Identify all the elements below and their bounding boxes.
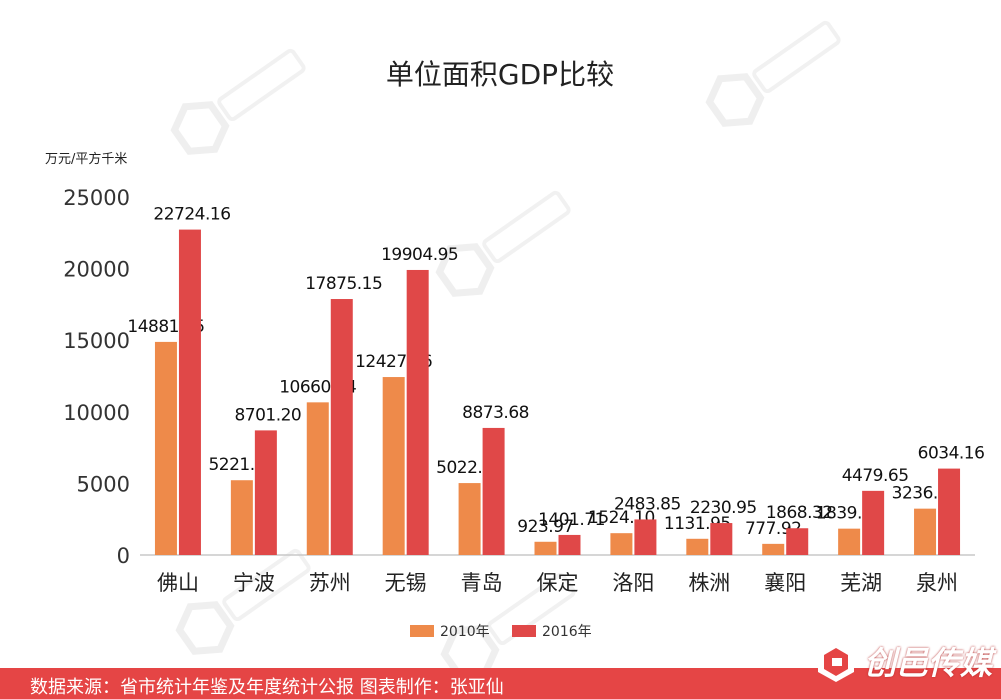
x-tick-label: 宁波 (233, 571, 275, 595)
y-tick-label: 20000 (63, 258, 130, 282)
bar-2016 (330, 299, 353, 555)
x-tick-label: 青岛 (461, 571, 503, 595)
y-axis-unit-label: 万元/平方千米 (45, 151, 127, 167)
data-label-2010: 923.97 (517, 517, 573, 537)
legend-swatch-2016 (512, 625, 536, 637)
bar-2016 (178, 229, 201, 555)
watermark-logo (435, 190, 571, 297)
bar-2010 (230, 480, 253, 555)
bar-2016 (406, 269, 429, 555)
bar-2016 (254, 430, 277, 555)
bar-2010 (154, 341, 177, 555)
bar-2010 (458, 483, 481, 555)
footer-source-text: 数据来源：省市统计年鉴及年度统计公报 图表制作：张亚仙 (30, 677, 504, 698)
bar-2016 (786, 528, 809, 555)
data-label-2016: 1868.32 (766, 503, 833, 523)
x-tick-label: 保定 (537, 571, 579, 595)
data-label-2016: 2483.85 (614, 494, 681, 514)
data-label-2016: 22724.16 (153, 205, 230, 225)
bar-2010 (686, 538, 709, 555)
x-tick-label: 襄阳 (764, 571, 806, 595)
x-tick-label: 佛山 (157, 571, 199, 595)
bar-2016 (710, 523, 733, 555)
x-tick-label: 无锡 (385, 571, 427, 595)
bar-2010 (306, 402, 329, 555)
x-tick-label: 芜湖 (840, 571, 882, 595)
watermark-logo (705, 20, 841, 127)
y-tick-label: 25000 (63, 186, 130, 210)
data-label-2016: 1401.71 (538, 510, 605, 530)
legend-swatch-2010 (410, 625, 434, 637)
y-tick-label: 0 (117, 544, 130, 568)
watermark-logo-shape (217, 48, 306, 122)
x-tick-label: 洛阳 (612, 571, 654, 595)
data-label-2016: 2230.95 (690, 498, 757, 518)
bar-2016 (558, 534, 581, 555)
bar-2010 (382, 377, 405, 555)
brand-logo-icon (818, 642, 854, 682)
bar-2016 (634, 519, 657, 555)
data-label-2016: 8701.20 (234, 405, 301, 425)
watermark-logo-shape (705, 73, 765, 127)
x-tick-label: 株洲 (688, 571, 730, 595)
watermark-logo-shape (222, 548, 311, 622)
watermark-logo-shape (752, 20, 841, 94)
bar-2010 (914, 508, 937, 555)
bar-2010 (838, 528, 861, 555)
watermark-logo (170, 48, 306, 155)
bar-2010 (610, 533, 633, 555)
y-tick-label: 10000 (63, 401, 130, 425)
watermark-logo-shape (482, 190, 571, 264)
bar-2016 (862, 490, 885, 555)
watermark-logo-shape (487, 572, 576, 646)
watermark-logo (175, 548, 311, 655)
legend-label-2010: 2010年 (440, 624, 490, 640)
watermark-logo-shape (435, 243, 495, 297)
data-label-2016: 19904.95 (381, 245, 458, 265)
x-tick-label: 苏州 (309, 571, 351, 595)
data-label-2016: 6034.16 (918, 444, 985, 464)
chart-title: 单位面积GDP比较 (386, 58, 614, 91)
watermark-logo-shape (175, 601, 235, 655)
brand-logo: 创邑传媒 (808, 634, 998, 699)
bar-2016 (938, 468, 961, 555)
data-label-2016: 17875.15 (305, 274, 382, 294)
y-tick-label: 15000 (63, 329, 130, 353)
data-label-2016: 4479.65 (842, 466, 909, 486)
bar-2010 (762, 543, 785, 555)
bar-2016 (482, 427, 505, 555)
legend-label-2016: 2016年 (542, 624, 592, 640)
data-label-2016: 8873.68 (462, 403, 529, 423)
watermark-logo-shape (170, 101, 230, 155)
brand-logo-text: 创邑传媒 (864, 644, 993, 682)
bar-2010 (534, 541, 557, 555)
x-tick-label: 泉州 (916, 571, 958, 595)
y-tick-label: 5000 (77, 472, 130, 496)
